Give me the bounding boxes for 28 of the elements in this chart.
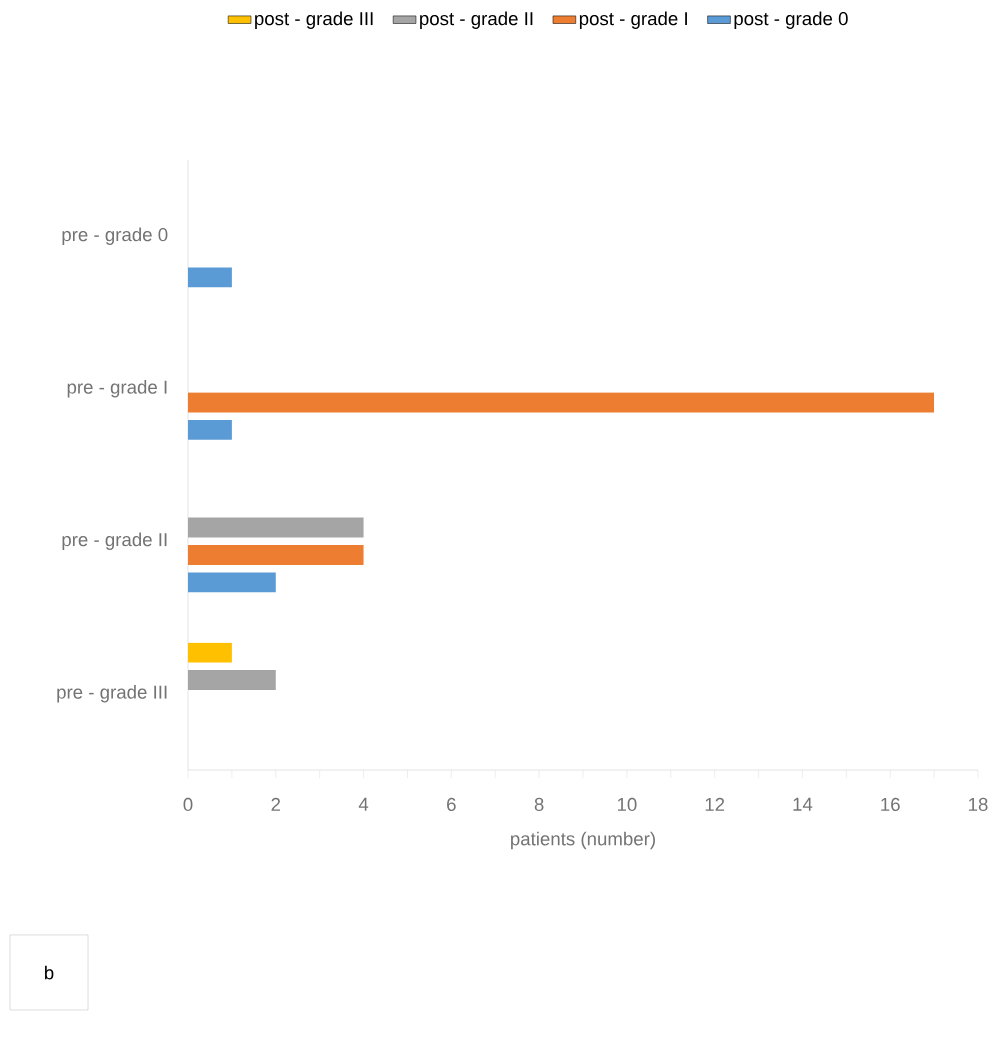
- x-tick-label: 18: [969, 797, 988, 812]
- x-tick-label: 14: [793, 797, 813, 811]
- x-tick-label: 2: [271, 797, 281, 811]
- x-tick-label: 6: [447, 797, 456, 812]
- y-tick-label: pre - grade 0: [62, 227, 168, 245]
- y-tick-label: pre - grade II: [62, 532, 167, 550]
- bar: [188, 642, 233, 663]
- x-tick-label: 10: [618, 797, 637, 812]
- x-tick-label: 4: [358, 797, 369, 811]
- legend-label: post - grade III: [255, 11, 373, 29]
- legend-label: post - grade 0: [734, 11, 848, 29]
- bar: [188, 267, 233, 288]
- x-tick-label: 12: [705, 797, 725, 811]
- y-tick-label: pre - grade III: [57, 685, 167, 703]
- text: b: [45, 965, 54, 980]
- bar: [188, 670, 276, 690]
- x-axis-title: patients (number): [511, 831, 656, 850]
- x-tick-label: 16: [881, 797, 900, 812]
- legend-label: post - grade II: [420, 11, 533, 29]
- y-tick-label: pre - grade I: [67, 380, 167, 398]
- bar: [188, 517, 364, 538]
- bar: [188, 572, 276, 593]
- legend-label: post - grade I: [580, 11, 688, 29]
- bar: [188, 545, 364, 565]
- x-tick-label: 8: [534, 797, 544, 812]
- bar: [188, 392, 935, 413]
- x-tick-label: 0: [183, 797, 193, 812]
- bar: [188, 420, 233, 440]
